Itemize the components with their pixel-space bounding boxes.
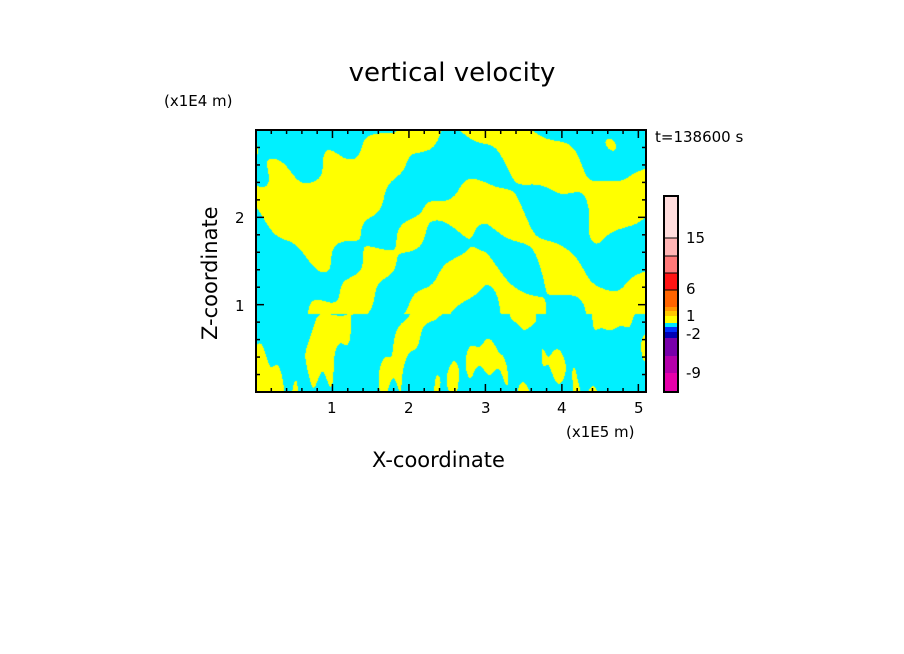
x-tick-label: 5 <box>634 399 644 417</box>
colorbar-segment <box>663 255 679 274</box>
colorbar-segment <box>664 323 678 327</box>
colorbar-segment <box>664 316 678 323</box>
colorbar-segment <box>664 327 678 332</box>
y-tick-label: 2 <box>235 209 245 227</box>
colorbar-segment <box>664 311 678 316</box>
colorbar-frame <box>663 195 679 393</box>
x-axis-label: X-coordinate <box>372 448 505 472</box>
x-tick-label: 2 <box>404 399 414 417</box>
colorbar-segment <box>663 272 679 291</box>
colorbar-label: 15 <box>686 229 706 247</box>
x-unit-label: (x1E5 m) <box>566 423 635 441</box>
time-label: t=138600 s <box>655 128 744 146</box>
plot-frame <box>255 129 647 393</box>
y-tick-label: 1 <box>235 297 245 315</box>
y-unit-label: (x1E4 m) <box>164 92 233 110</box>
chart-title: vertical velocity <box>348 58 556 88</box>
x-tick-label: 1 <box>327 399 337 417</box>
colorbar-segment <box>664 307 678 311</box>
colorbar-segment <box>663 237 679 257</box>
velocity-field <box>256 130 646 392</box>
colorbar-segment <box>664 338 678 356</box>
colorbar-segment <box>664 373 678 392</box>
colorbar-segment <box>663 195 679 239</box>
x-tick-label: 4 <box>557 399 567 417</box>
colorbar-label: -9 <box>686 364 701 382</box>
colorbar-segment <box>664 332 678 338</box>
colorbar-label: 1 <box>686 307 696 325</box>
x-tick-label: 3 <box>481 399 491 417</box>
colorbar-segment <box>664 356 678 373</box>
colorbar-segment <box>664 290 678 307</box>
colorbar-label: -2 <box>686 325 701 343</box>
colorbar-label: 6 <box>686 280 696 298</box>
